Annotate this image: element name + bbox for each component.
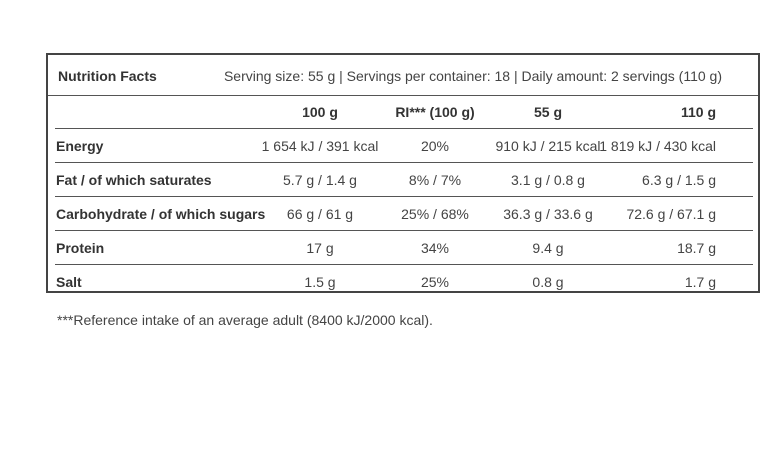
table-row-energy: Energy 1 654 kJ / 391 kcal 20% 910 kJ / … xyxy=(55,129,753,163)
cell-55g: 36.3 g / 33.6 g xyxy=(503,206,593,222)
column-header-100g: 100 g xyxy=(302,104,338,120)
cell-110g: 6.3 g / 1.5 g xyxy=(642,172,716,188)
cell-ri: 25% / 68% xyxy=(401,206,469,222)
nutrition-title: Nutrition Facts xyxy=(58,68,157,84)
cell-110g: 72.6 g / 67.1 g xyxy=(626,206,716,222)
row-label: Energy xyxy=(56,138,104,154)
cell-110g: 1 819 kJ / 430 kcal xyxy=(599,138,716,154)
nutrition-header: Nutrition Facts Serving size: 55 g | Ser… xyxy=(48,55,758,96)
reference-intake-footnote: ***Reference intake of an average adult … xyxy=(57,312,433,328)
row-label: Carbohydrate / of which sugars xyxy=(56,206,266,222)
cell-100g: 1.5 g xyxy=(304,274,336,290)
column-header-55g: 55 g xyxy=(533,104,562,120)
column-header-ri: RI*** (100 g) xyxy=(395,104,475,120)
cell-ri: 8% / 7% xyxy=(408,172,462,188)
row-label: Salt xyxy=(56,274,82,290)
cell-100g: 1 654 kJ / 391 kcal xyxy=(261,138,379,154)
table-row-carbohydrate: Carbohydrate / of which sugars 66 g / 61… xyxy=(55,197,753,231)
cell-100g: 5.7 g / 1.4 g xyxy=(283,172,357,188)
cell-ri: 20% xyxy=(420,138,450,154)
row-label: Protein xyxy=(56,240,105,256)
table-row-protein: Protein 17 g 34% 9.4 g 18.7 g xyxy=(55,231,753,265)
table-header-row: 100 g RI*** (100 g) 55 g 110 g xyxy=(55,95,753,129)
cell-110g: 18.7 g xyxy=(677,240,716,256)
row-label: Fat / of which saturates xyxy=(56,172,212,188)
cell-100g: 66 g / 61 g xyxy=(286,206,354,222)
cell-55g: 3.1 g / 0.8 g xyxy=(511,172,585,188)
cell-55g: 0.8 g xyxy=(532,274,564,290)
cell-100g: 17 g xyxy=(306,240,334,256)
table-row-salt: Salt 1.5 g 25% 0.8 g 1.7 g xyxy=(55,265,753,298)
column-header-110g: 110 g xyxy=(680,104,716,120)
cell-ri: 25% xyxy=(420,274,450,290)
serving-info: Serving size: 55 g | Servings per contai… xyxy=(223,68,722,84)
nutrition-facts-panel: Nutrition Facts Serving size: 55 g | Ser… xyxy=(46,53,760,293)
cell-55g: 9.4 g xyxy=(532,240,564,256)
cell-110g: 1.7 g xyxy=(684,274,716,290)
table-row-fat: Fat / of which saturates 5.7 g / 1.4 g 8… xyxy=(55,163,753,197)
cell-55g: 910 kJ / 215 kcal xyxy=(495,138,601,154)
cell-ri: 34% xyxy=(420,240,450,256)
